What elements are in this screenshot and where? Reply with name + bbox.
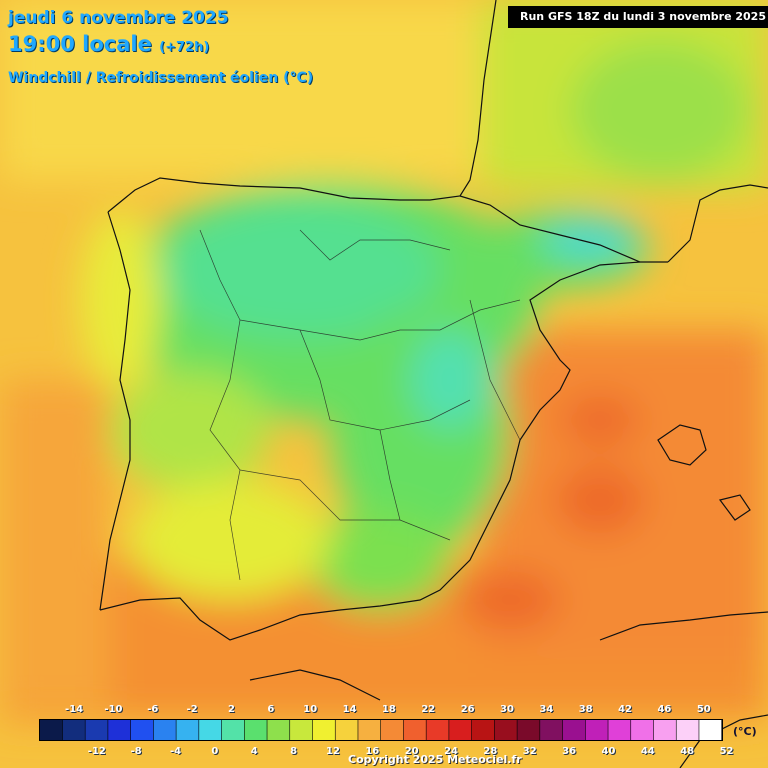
- legend-swatch: [358, 720, 381, 740]
- run-info: Run GFS 18Z du lundi 3 novembre 2025: [508, 6, 768, 28]
- legend-tick-label: -12: [87, 746, 106, 757]
- legend-swatch: [62, 720, 85, 740]
- legend-tick-label: 10: [303, 704, 318, 715]
- color-field: [0, 0, 768, 720]
- legend-tick-label: 32: [522, 746, 537, 757]
- legend-swatch: [676, 720, 699, 740]
- legend-tick-label: 52: [719, 746, 734, 757]
- legend-tick-label: -6: [147, 704, 159, 715]
- legend-swatch: [130, 720, 154, 740]
- legend-tick-label: 42: [618, 704, 633, 715]
- legend-swatch: [403, 720, 426, 740]
- legend-tick-label: 34: [539, 704, 554, 715]
- legend-swatch: [471, 720, 495, 740]
- legend-swatch: [449, 720, 472, 740]
- legend-swatch: [244, 720, 267, 740]
- legend-tick-label: 28: [483, 746, 498, 757]
- legend-tick-label: 46: [657, 704, 672, 715]
- legend-tick-label: 26: [460, 704, 475, 715]
- lead-time: (+72h): [159, 40, 210, 55]
- parameter-title: Windchill / Refroidissement éolien (°C): [8, 70, 314, 86]
- color-legend: [39, 719, 723, 741]
- legend-tick-label: 18: [381, 704, 396, 715]
- legend-swatch: [335, 720, 358, 740]
- legend-tick-label: 14: [342, 704, 357, 715]
- legend-swatch: [699, 720, 722, 740]
- legend-swatch: [267, 720, 290, 740]
- legend-swatch: [221, 720, 244, 740]
- legend-swatch: [517, 720, 540, 740]
- legend-tick-label: 24: [444, 746, 458, 757]
- legend-tick-label: -14: [65, 704, 84, 715]
- legend-tick-label: 22: [421, 704, 436, 715]
- copyright: Copyright 2025 Meteociel.fr: [348, 753, 522, 766]
- legend-tick-label: 44: [640, 746, 655, 757]
- coastlines: [99, 0, 768, 768]
- legend-swatch: [85, 720, 108, 740]
- legend-tick-label: -2: [186, 704, 198, 715]
- forecast-time: 19:00 locale (+72h): [8, 32, 209, 56]
- legend-tick-label: 48: [680, 746, 695, 757]
- legend-tick-label: 30: [500, 704, 514, 715]
- legend-tick-label: 12: [326, 746, 340, 757]
- legend-swatch: [381, 720, 404, 740]
- legend-swatch: [40, 720, 63, 740]
- legend-swatch: [312, 720, 335, 740]
- legend-tick-label: 4: [250, 746, 258, 757]
- legend-swatch: [608, 720, 631, 740]
- legend-swatch: [153, 720, 176, 740]
- legend-swatch: [176, 720, 199, 740]
- legend-swatch: [426, 720, 449, 740]
- region-borders: [199, 229, 521, 581]
- legend-swatch: [494, 720, 517, 740]
- legend-tick-label: 0: [211, 746, 219, 757]
- legend-swatch: [585, 720, 608, 740]
- legend-tick-label: 50: [696, 704, 711, 715]
- legend-tick-label: 36: [562, 746, 577, 757]
- forecast-date: jeudi 6 novembre 2025: [8, 8, 229, 28]
- legend-swatch: [631, 720, 654, 740]
- legend-swatch: [108, 720, 131, 740]
- legend-tick-label: 16: [365, 746, 380, 757]
- legend-unit: (°C): [733, 725, 757, 738]
- legend-swatch: [199, 720, 222, 740]
- legend-tick-label: -8: [130, 746, 142, 757]
- legend-swatches: [39, 719, 723, 741]
- legend-tick-label: 20: [404, 746, 419, 757]
- legend-tick-label: -4: [169, 746, 182, 757]
- legend-tick-label: 6: [267, 704, 275, 715]
- legend-tick-label: 8: [290, 746, 298, 757]
- legend-tick-label: 2: [228, 704, 235, 715]
- legend-tick-label: 40: [601, 746, 616, 757]
- legend-tick-label: -10: [104, 704, 123, 715]
- legend-swatch: [562, 720, 585, 740]
- legend-swatch: [290, 720, 313, 740]
- legend-swatch: [653, 720, 676, 740]
- legend-tick-label: 38: [578, 704, 593, 715]
- legend-swatch: [540, 720, 563, 740]
- forecast-time-label: 19:00 locale: [8, 32, 152, 56]
